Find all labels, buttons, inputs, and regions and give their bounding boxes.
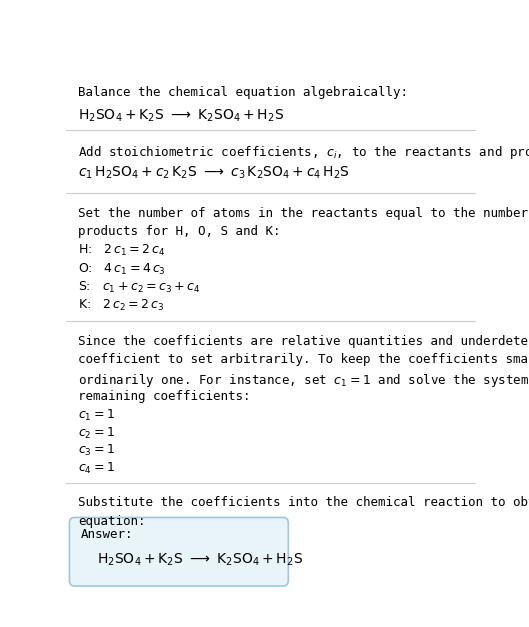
Text: equation:: equation:	[78, 515, 146, 527]
Text: $c_2 = 1$: $c_2 = 1$	[78, 426, 115, 441]
FancyBboxPatch shape	[69, 517, 288, 586]
Text: $\mathrm{H_2SO_4 + K_2S\ \longrightarrow\ K_2SO_4 + H_2S}$: $\mathrm{H_2SO_4 + K_2S\ \longrightarrow…	[78, 107, 285, 124]
Text: products for H, O, S and K:: products for H, O, S and K:	[78, 225, 281, 238]
Text: ordinarily one. For instance, set $c_1 = 1$ and solve the system of equations fo: ordinarily one. For instance, set $c_1 =…	[78, 372, 529, 389]
Text: Substitute the coefficients into the chemical reaction to obtain the balanced: Substitute the coefficients into the che…	[78, 496, 529, 509]
Text: coefficient to set arbitrarily. To keep the coefficients small, the arbitrary va: coefficient to set arbitrarily. To keep …	[78, 354, 529, 366]
Text: K:   $2\,c_2 = 2\,c_3$: K: $2\,c_2 = 2\,c_3$	[78, 298, 165, 314]
Text: $c_3 = 1$: $c_3 = 1$	[78, 443, 115, 458]
Text: Since the coefficients are relative quantities and underdetermined, choose a: Since the coefficients are relative quan…	[78, 335, 529, 348]
Text: H:   $2\,c_1 = 2\,c_4$: H: $2\,c_1 = 2\,c_4$	[78, 243, 166, 258]
Text: $\mathrm{H_2SO_4 + K_2S\ \longrightarrow\ K_2SO_4 + H_2S}$: $\mathrm{H_2SO_4 + K_2S\ \longrightarrow…	[97, 551, 303, 567]
Text: $c_1\,\mathrm{H_2SO_4} + c_2\,\mathrm{K_2S}\ \longrightarrow\ c_3\,\mathrm{K_2SO: $c_1\,\mathrm{H_2SO_4} + c_2\,\mathrm{K_…	[78, 165, 350, 181]
Text: Set the number of atoms in the reactants equal to the number of atoms in the: Set the number of atoms in the reactants…	[78, 206, 529, 219]
Text: O:   $4\,c_1 = 4\,c_3$: O: $4\,c_1 = 4\,c_3$	[78, 261, 166, 277]
Text: Add stoichiometric coefficients, $c_i$, to the reactants and products:: Add stoichiometric coefficients, $c_i$, …	[78, 144, 529, 161]
Text: remaining coefficients:: remaining coefficients:	[78, 390, 251, 403]
Text: Balance the chemical equation algebraically:: Balance the chemical equation algebraica…	[78, 86, 408, 99]
Text: S:   $c_1 + c_2 = c_3 + c_4$: S: $c_1 + c_2 = c_3 + c_4$	[78, 280, 200, 295]
Text: Answer:: Answer:	[81, 528, 133, 541]
Text: $c_1 = 1$: $c_1 = 1$	[78, 408, 115, 423]
Text: $c_4 = 1$: $c_4 = 1$	[78, 460, 115, 476]
